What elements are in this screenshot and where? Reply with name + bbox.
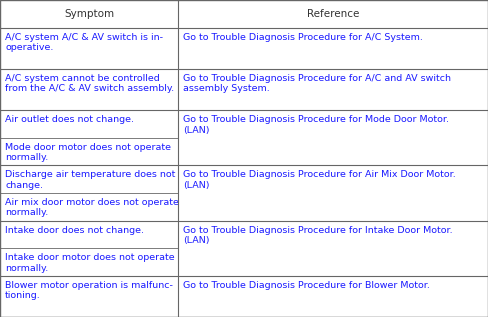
Text: Go to Trouble Diagnosis Procedure for Mode Door Motor.
(LAN): Go to Trouble Diagnosis Procedure for Mo… — [183, 115, 449, 135]
Text: Intake door does not change.: Intake door does not change. — [5, 226, 144, 235]
Text: Discharge air temperature does not
change.: Discharge air temperature does not chang… — [5, 171, 175, 190]
Text: Reference: Reference — [307, 9, 359, 19]
Text: Symptom: Symptom — [64, 9, 114, 19]
Text: Go to Trouble Diagnosis Procedure for A/C System.: Go to Trouble Diagnosis Procedure for A/… — [183, 33, 423, 42]
Text: Mode door motor does not operate
normally.: Mode door motor does not operate normall… — [5, 143, 171, 162]
Text: Blower motor operation is malfunc-
tioning.: Blower motor operation is malfunc- tioni… — [5, 281, 173, 300]
Text: Air mix door motor does not operate
normally.: Air mix door motor does not operate norm… — [5, 198, 179, 217]
Text: Go to Trouble Diagnosis Procedure for Air Mix Door Motor.
(LAN): Go to Trouble Diagnosis Procedure for Ai… — [183, 171, 456, 190]
Text: Go to Trouble Diagnosis Procedure for Blower Motor.: Go to Trouble Diagnosis Procedure for Bl… — [183, 281, 430, 290]
Text: A/C system cannot be controlled
from the A/C & AV switch assembly.: A/C system cannot be controlled from the… — [5, 74, 174, 94]
Text: Go to Trouble Diagnosis Procedure for Intake Door Motor.
(LAN): Go to Trouble Diagnosis Procedure for In… — [183, 226, 453, 245]
Text: A/C system A/C & AV switch is in-
operative.: A/C system A/C & AV switch is in- operat… — [5, 33, 163, 52]
Text: Go to Trouble Diagnosis Procedure for A/C and AV switch
assembly System.: Go to Trouble Diagnosis Procedure for A/… — [183, 74, 451, 94]
Text: Intake door motor does not operate
normally.: Intake door motor does not operate norma… — [5, 253, 175, 273]
Text: Air outlet does not change.: Air outlet does not change. — [5, 115, 134, 124]
